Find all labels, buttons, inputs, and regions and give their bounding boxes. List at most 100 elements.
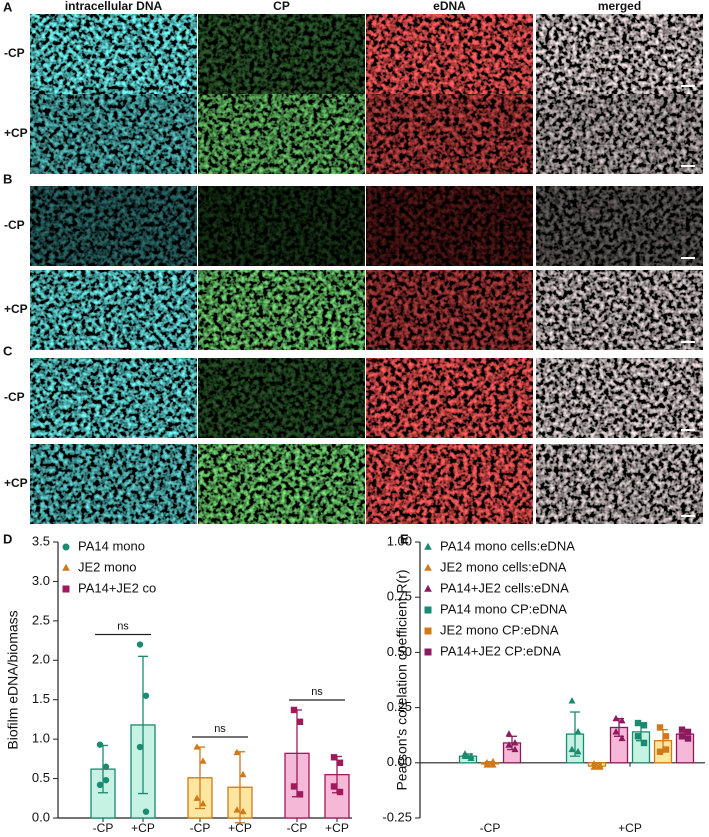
data-point — [590, 760, 598, 767]
row-label: -CP — [4, 46, 25, 60]
scale-bar — [681, 515, 695, 517]
micrograph — [366, 186, 533, 266]
micrograph — [366, 444, 533, 524]
data-point — [233, 806, 241, 813]
micrograph — [30, 14, 197, 94]
significance-label: ns — [214, 723, 226, 735]
data-point — [678, 726, 686, 733]
micrograph — [198, 186, 365, 266]
y-tick-label: 2.5 — [32, 612, 50, 627]
y-tick-label: 0.50 — [387, 644, 412, 659]
column-header: CP — [273, 0, 290, 13]
micrograph — [30, 186, 197, 266]
panel-letter: C — [3, 343, 13, 358]
legend-marker — [424, 627, 432, 635]
data-point — [574, 747, 582, 755]
data-point — [511, 745, 519, 753]
data-point — [199, 799, 207, 807]
y-axis-label: Biofilm eDNA/biomass — [5, 610, 21, 749]
micrograph — [198, 270, 365, 350]
data-point — [142, 692, 150, 699]
row-label: +CP — [4, 126, 28, 140]
data-point — [199, 757, 207, 764]
panel-letter: E — [400, 531, 409, 546]
micrograph — [198, 14, 365, 94]
micrograph — [198, 94, 365, 174]
y-tick-label: 0.5 — [32, 770, 50, 785]
legend-label: PA14 mono cells:eDNA — [440, 538, 575, 553]
micrograph — [536, 444, 703, 524]
legend-marker — [62, 543, 70, 551]
data-point — [96, 781, 104, 789]
data-point — [634, 733, 642, 740]
data-point — [596, 762, 604, 769]
column-header: merged — [598, 0, 641, 13]
micrograph — [536, 358, 703, 438]
data-point — [640, 739, 648, 747]
legend-label: JE2 mono cells:eDNA — [440, 559, 567, 574]
column-header: eDNA — [433, 0, 466, 13]
micrograph — [536, 186, 703, 266]
data-point — [336, 759, 344, 766]
data-point — [483, 761, 491, 768]
data-point — [461, 752, 469, 759]
legend-marker — [424, 648, 432, 656]
column-header: intracellular DNA — [65, 0, 163, 13]
data-point — [684, 735, 692, 742]
scale-bar — [681, 165, 695, 167]
y-tick-label: 0.25 — [387, 699, 412, 714]
data-point — [634, 719, 642, 727]
scale-bar — [681, 257, 695, 259]
x-tick-label: +CP — [325, 821, 349, 835]
scale-bar — [681, 85, 695, 87]
micrograph — [366, 270, 533, 350]
data-point — [489, 757, 497, 765]
data-point — [239, 807, 247, 815]
y-tick-label: 1.0 — [32, 731, 50, 746]
data-point — [574, 728, 582, 735]
data-point — [678, 733, 686, 740]
x-tick-label: -CP — [190, 821, 211, 835]
x-tick-label: -CP — [287, 821, 308, 835]
y-tick-label: 3.5 — [32, 533, 50, 548]
data-point — [511, 739, 519, 746]
x-tick-label: -CP — [93, 821, 114, 835]
panel-letter: B — [3, 171, 12, 186]
legend-marker — [62, 563, 70, 571]
data-point — [102, 763, 110, 770]
micrograph — [30, 444, 197, 524]
data-point — [142, 808, 150, 815]
y-tick-label: 0.75 — [387, 589, 412, 604]
data-point — [662, 733, 670, 740]
row-label: +CP — [4, 476, 28, 490]
data-point — [136, 641, 144, 648]
micrograph — [536, 94, 703, 174]
x-tick-label: +CP — [131, 821, 155, 835]
legend-label: PA14+JE2 cells:eDNA — [440, 580, 569, 595]
data-point — [239, 770, 247, 778]
legend-label: PA14 mono CP:eDNA — [440, 601, 567, 616]
data-point — [193, 794, 201, 801]
data-point — [612, 728, 620, 735]
data-point — [489, 761, 497, 768]
data-point — [618, 717, 626, 724]
y-tick-label: -0.25 — [382, 809, 412, 824]
micrograph — [536, 270, 703, 350]
x-tick-label: +CP — [618, 821, 642, 835]
y-axis-label: Pearson's corelation coefficient R(r) — [394, 569, 410, 790]
data-point — [590, 763, 598, 770]
data-point — [193, 743, 201, 750]
y-tick-label: 1.00 — [387, 533, 412, 548]
legend-label: JE2 mono CP:eDNA — [440, 622, 559, 637]
micrograph — [366, 94, 533, 174]
data-point — [568, 697, 576, 704]
data-point — [233, 748, 241, 756]
y-tick-label: 0.00 — [387, 754, 412, 769]
data-point — [336, 788, 344, 796]
panel-letter: D — [3, 531, 12, 546]
legend-marker — [424, 584, 432, 592]
x-tick-label: +CP — [228, 821, 252, 835]
micrograph — [536, 14, 703, 94]
legend-marker — [424, 542, 432, 550]
